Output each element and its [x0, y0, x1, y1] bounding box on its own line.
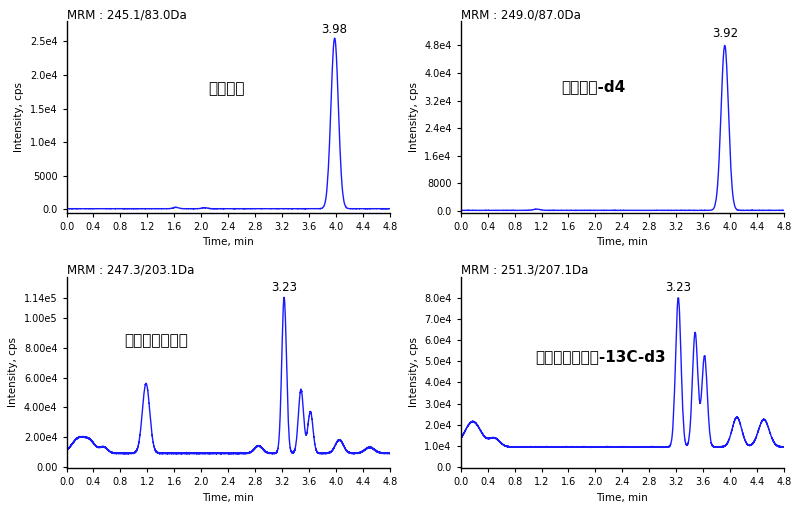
- Text: 洛索洛芬-d4: 洛索洛芬-d4: [562, 79, 626, 95]
- X-axis label: Time, min: Time, min: [202, 493, 254, 503]
- Text: 3.98: 3.98: [322, 23, 348, 36]
- Text: MRM : 245.1/83.0Da: MRM : 245.1/83.0Da: [66, 8, 186, 21]
- Text: 3.23: 3.23: [271, 281, 297, 294]
- Text: 3.92: 3.92: [712, 27, 738, 40]
- Text: 反式洛索洛芬醇: 反式洛索洛芬醇: [124, 333, 188, 348]
- Text: 洛索洛芬: 洛索洛芬: [208, 81, 245, 96]
- Y-axis label: Intensity, cps: Intensity, cps: [409, 337, 418, 407]
- Text: 3.23: 3.23: [666, 281, 691, 294]
- Y-axis label: Intensity, cps: Intensity, cps: [8, 337, 18, 407]
- X-axis label: Time, min: Time, min: [597, 237, 648, 247]
- Y-axis label: Intensity, cps: Intensity, cps: [409, 82, 418, 152]
- Text: 反式洛索洛芬醇-13C-d3: 反式洛索洛芬醇-13C-d3: [535, 350, 666, 365]
- X-axis label: Time, min: Time, min: [597, 493, 648, 503]
- X-axis label: Time, min: Time, min: [202, 237, 254, 247]
- Text: MRM : 251.3/207.1Da: MRM : 251.3/207.1Da: [461, 264, 588, 277]
- Text: MRM : 249.0/87.0Da: MRM : 249.0/87.0Da: [461, 8, 581, 21]
- Y-axis label: Intensity, cps: Intensity, cps: [14, 82, 24, 152]
- Text: MRM : 247.3/203.1Da: MRM : 247.3/203.1Da: [66, 264, 194, 277]
